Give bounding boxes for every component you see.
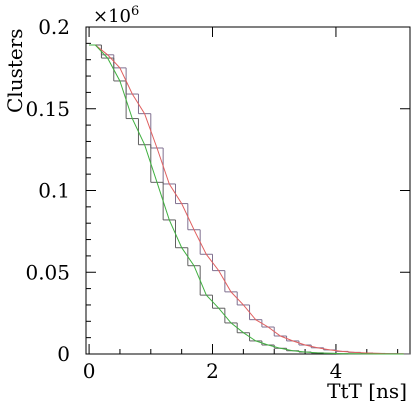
- histogram-series: [89, 44, 410, 355]
- y-tick-label: 0: [57, 342, 70, 366]
- fit-curves: [89, 44, 404, 355]
- y-multiplier-base: ×10: [93, 6, 131, 27]
- fit-curve: [89, 44, 404, 355]
- x-axis-title: TtT [ns]: [327, 379, 407, 403]
- x-axis: 0 2 4: [83, 27, 399, 383]
- histogram-bars: [89, 44, 410, 355]
- y-tick-label: 0.15: [25, 97, 70, 121]
- y-tick-label: 0.2: [38, 15, 70, 39]
- y-axis: 0 0.05 0.1 0.15 0.2: [25, 15, 410, 366]
- x-tick-label: 2: [206, 359, 219, 383]
- y-multiplier-exponent: 6: [131, 4, 139, 19]
- y-multiplier: ×106: [93, 4, 139, 27]
- x-tick-label: 0: [83, 359, 96, 383]
- x-tick-label: 4: [330, 359, 343, 383]
- y-axis-title: Clusters: [3, 28, 27, 113]
- y-tick-label: 0.1: [38, 179, 70, 203]
- y-tick-label: 0.05: [25, 260, 70, 284]
- fit-curve: [89, 44, 404, 355]
